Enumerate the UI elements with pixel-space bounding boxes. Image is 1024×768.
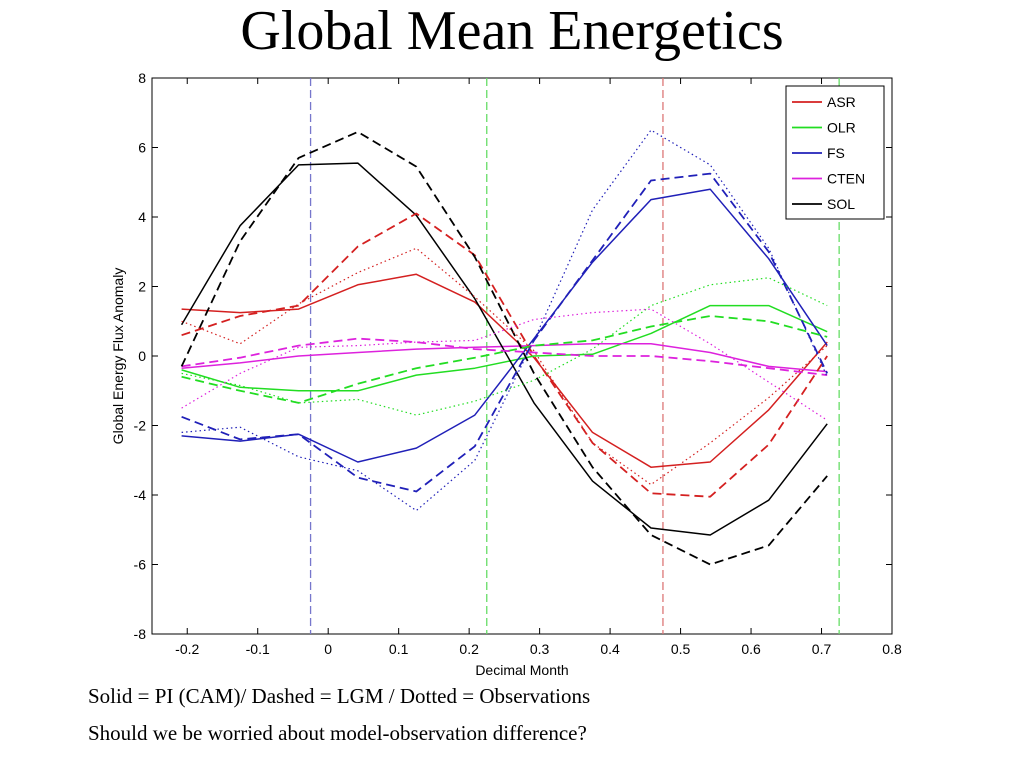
legend: ASR OLR FS CTEN SOL bbox=[785, 85, 885, 220]
caption-line-styles: Solid = PI (CAM)/ Dashed = LGM / Dotted … bbox=[88, 684, 591, 708]
x-tick-label: 0.5 bbox=[671, 641, 691, 657]
y-tick-label: 8 bbox=[138, 70, 146, 86]
caption-question: Should we be worried about model-observa… bbox=[88, 721, 587, 745]
series-line-dashed-9 bbox=[180, 131, 828, 566]
x-tick-label: 0.3 bbox=[530, 641, 550, 657]
series-line-fs-solid-2 bbox=[181, 188, 828, 463]
x-tick-label: 0.1 bbox=[389, 641, 409, 657]
x-tick-label: -0.2 bbox=[175, 641, 199, 657]
y-tick-label: -2 bbox=[134, 418, 147, 434]
x-tick-label: -0.1 bbox=[246, 641, 270, 657]
series-line-asr-solid-0 bbox=[181, 273, 828, 468]
line-chart: -0.2 -0.1 0 0.1 0.2 0.3 0.4 0.5 0.6 0.7 0.8 -8 -6 -4… bbox=[110, 70, 902, 678]
legend-label-cten: CTEN bbox=[827, 171, 865, 187]
x-tick-label: 0.8 bbox=[882, 641, 902, 657]
series-line-dashed-8 bbox=[181, 337, 828, 376]
series-line-dotted-10 bbox=[181, 247, 828, 486]
y-tick-label: -6 bbox=[134, 557, 147, 573]
y-tick-label: 2 bbox=[138, 279, 146, 295]
x-axis-label: Decimal Month bbox=[475, 662, 568, 678]
series-line-cten-solid-3 bbox=[181, 343, 828, 373]
y-tick-label: 4 bbox=[138, 209, 146, 225]
series-lines bbox=[180, 129, 829, 566]
series-line-dotted-13 bbox=[181, 308, 828, 421]
y-tick-label: -4 bbox=[134, 487, 147, 503]
x-tick-label: 0.6 bbox=[741, 641, 761, 657]
vertical-marker-lines bbox=[309, 78, 840, 634]
x-tick-label: 0.4 bbox=[600, 641, 620, 657]
series-line-dashed-6 bbox=[181, 315, 828, 404]
x-tick-label: 0 bbox=[324, 641, 332, 657]
legend-label-olr: OLR bbox=[827, 120, 856, 136]
slide-title: Global Mean Energetics bbox=[240, 0, 784, 62]
x-tick-label: 0.2 bbox=[459, 641, 479, 657]
legend-label-asr: ASR bbox=[827, 94, 856, 110]
y-tick-label: 6 bbox=[138, 140, 146, 156]
y-tick-label: 0 bbox=[138, 348, 146, 364]
legend-label-fs: FS bbox=[827, 145, 845, 161]
y-tick-label: -8 bbox=[134, 626, 147, 642]
series-line-dotted-12 bbox=[181, 129, 828, 512]
plot-area-frame bbox=[151, 77, 893, 635]
series-line-olr-solid-1 bbox=[181, 304, 828, 392]
y-axis-label: Global Energy Flux Anomaly bbox=[110, 268, 126, 445]
series-line-dashed-5 bbox=[181, 212, 828, 498]
x-tick-label: 0.7 bbox=[812, 641, 832, 657]
y-axis-ticks: -8 -6 -4 -2 0 2 4 6 8 bbox=[134, 70, 892, 642]
x-axis-ticks: -0.2 -0.1 0 0.1 0.2 0.3 0.4 0.5 0.6 0.7 0.8 bbox=[175, 78, 902, 657]
legend-label-sol: SOL bbox=[827, 196, 855, 212]
